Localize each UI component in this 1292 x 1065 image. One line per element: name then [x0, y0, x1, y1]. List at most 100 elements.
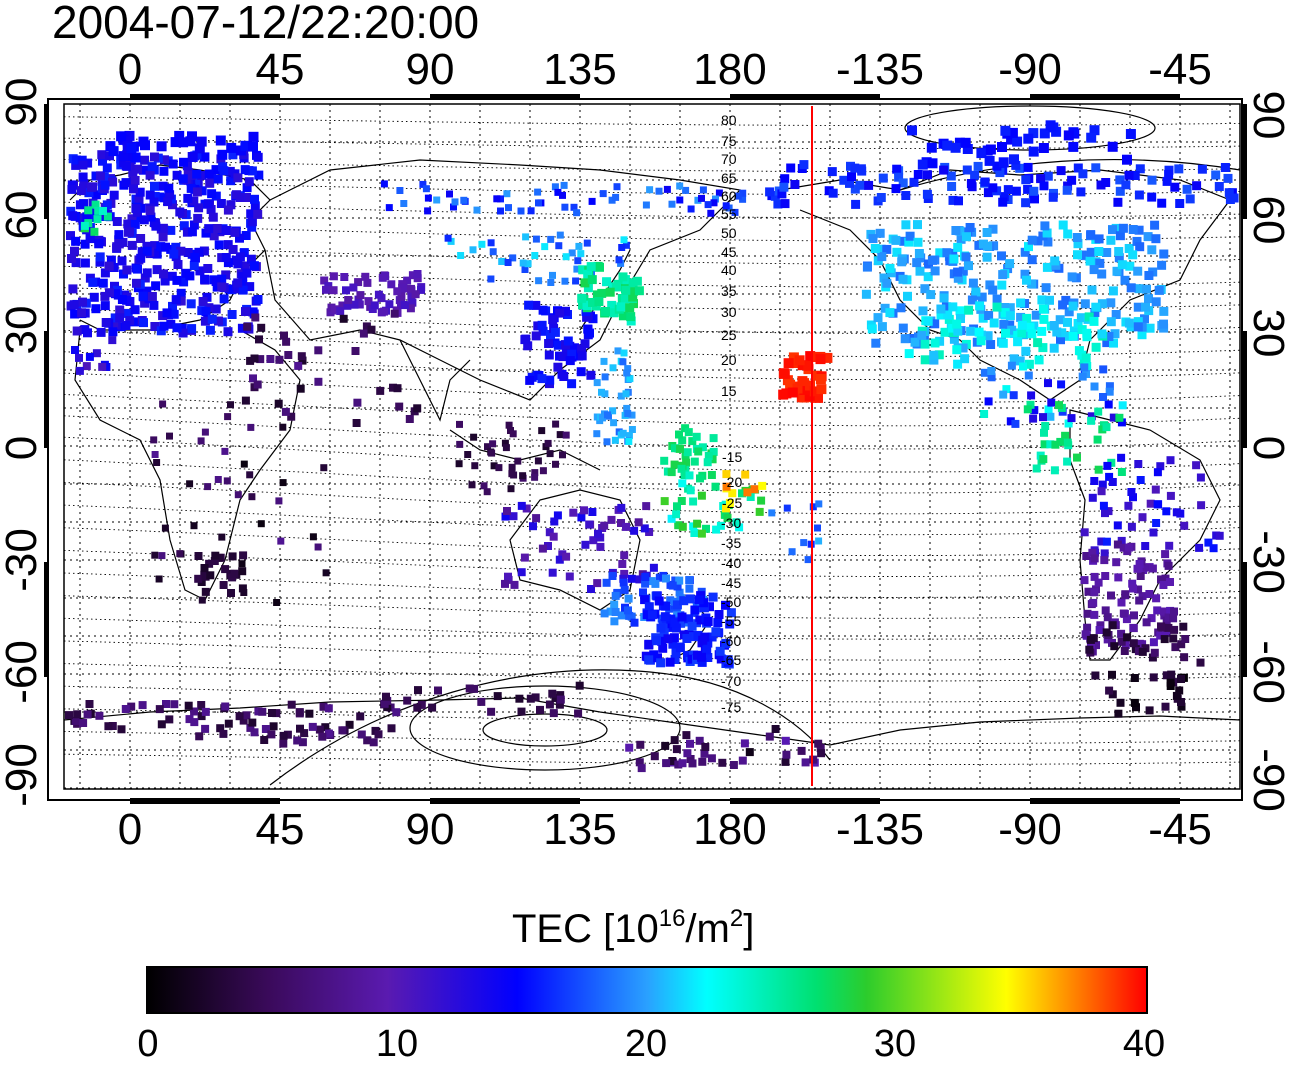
tec-cell — [136, 234, 146, 243]
tec-cell — [424, 194, 432, 202]
tec-cell — [319, 702, 328, 711]
tec-cell — [1073, 239, 1083, 249]
tec-cell — [1097, 299, 1107, 309]
tec-cell — [689, 497, 698, 506]
tec-cell — [953, 267, 963, 277]
tec-cell — [549, 532, 558, 541]
tec-cell — [788, 352, 799, 363]
tec-cell — [1159, 319, 1168, 329]
tec-cell — [610, 600, 619, 609]
tec-cell — [1145, 590, 1154, 598]
tec-cell — [983, 188, 993, 198]
tec-cell — [992, 161, 1002, 171]
tec-cell — [149, 197, 159, 207]
tec-cell — [142, 268, 152, 278]
tec-cell — [529, 522, 537, 531]
tec-cell — [716, 654, 726, 664]
tec-cell — [132, 278, 141, 288]
tec-cell — [534, 188, 542, 196]
tec-cell — [698, 194, 705, 202]
tec-cell — [519, 259, 527, 267]
tec-cell — [803, 360, 814, 371]
tec-cell — [1142, 284, 1151, 294]
tec-cell — [535, 199, 542, 207]
tec-cell — [82, 362, 91, 371]
tec-cell — [620, 349, 628, 357]
tec-cell — [104, 722, 113, 731]
lon-tick-bottom: 180 — [693, 805, 767, 854]
tec-cell — [1132, 236, 1142, 246]
tec-cell — [1039, 455, 1048, 464]
tec-cell — [118, 237, 128, 247]
tec-cell — [814, 739, 823, 748]
tec-cell — [934, 350, 944, 360]
tec-cell — [661, 741, 670, 750]
tec-cell — [179, 157, 188, 167]
tec-cell — [1157, 198, 1167, 208]
tec-cell — [283, 730, 292, 739]
tec-cell — [1029, 414, 1038, 423]
tec-cell — [139, 318, 148, 328]
tec-cell — [1132, 703, 1140, 712]
tec-cell — [577, 250, 585, 258]
tec-cell — [1162, 507, 1171, 516]
tec-cell — [158, 232, 168, 242]
tec-cell — [150, 181, 159, 191]
tec-cell — [1068, 331, 1078, 341]
tec-cell — [551, 694, 560, 703]
tec-cell — [559, 372, 569, 381]
tec-cell — [1024, 359, 1034, 369]
tec-cell — [788, 548, 796, 556]
tec-cell — [361, 272, 370, 281]
tec-cell — [1090, 554, 1099, 563]
tec-cell — [815, 500, 823, 508]
tec-cell — [948, 248, 958, 258]
tec-cell — [698, 635, 708, 645]
tec-cell — [1113, 540, 1122, 549]
contour-label: -45 — [721, 575, 741, 591]
tec-cell — [1149, 673, 1158, 682]
tec-cell — [581, 540, 590, 549]
tec-cell — [641, 579, 650, 588]
tec-cell — [700, 749, 709, 758]
tec-cell — [138, 291, 148, 301]
tec-cell — [619, 358, 627, 366]
tec-cell — [109, 263, 119, 272]
tec-cell — [809, 755, 818, 764]
tec-cell — [70, 246, 79, 256]
tec-cell — [567, 349, 577, 359]
tec-cell — [567, 379, 577, 389]
tec-cell — [582, 301, 592, 310]
tec-cell — [526, 694, 535, 703]
tec-cell — [246, 471, 254, 479]
tec-cell — [1192, 461, 1201, 470]
tec-cell — [1068, 141, 1079, 152]
tec-cell — [130, 176, 140, 185]
tec-cell — [1145, 323, 1155, 333]
tec-cell — [1115, 231, 1125, 241]
tec-cell — [150, 322, 160, 331]
tec-cell — [677, 612, 687, 622]
tec-cell — [261, 725, 270, 733]
tec-cell — [171, 295, 181, 305]
tec-cell — [93, 215, 102, 224]
tec-cell — [193, 213, 203, 223]
tec-cell — [102, 163, 112, 173]
tec-cell — [1143, 232, 1153, 242]
tec-cell — [242, 193, 251, 202]
tec-cell — [1027, 279, 1037, 289]
tec-cell — [163, 197, 173, 207]
tec-cell — [487, 275, 495, 283]
colorbar-tick-label: 30 — [873, 1023, 917, 1065]
tec-cell — [984, 397, 993, 406]
tec-cell — [322, 285, 330, 294]
tec-cell — [920, 339, 930, 349]
tec-cell — [593, 430, 601, 438]
tec-cell — [250, 728, 259, 737]
tec-cell — [1135, 242, 1145, 252]
tec-cell — [1088, 548, 1097, 557]
tec-cell — [1161, 702, 1170, 711]
tec-cell — [398, 283, 407, 292]
tec-cell — [713, 618, 723, 628]
tec-colorbar — [146, 966, 1148, 1014]
